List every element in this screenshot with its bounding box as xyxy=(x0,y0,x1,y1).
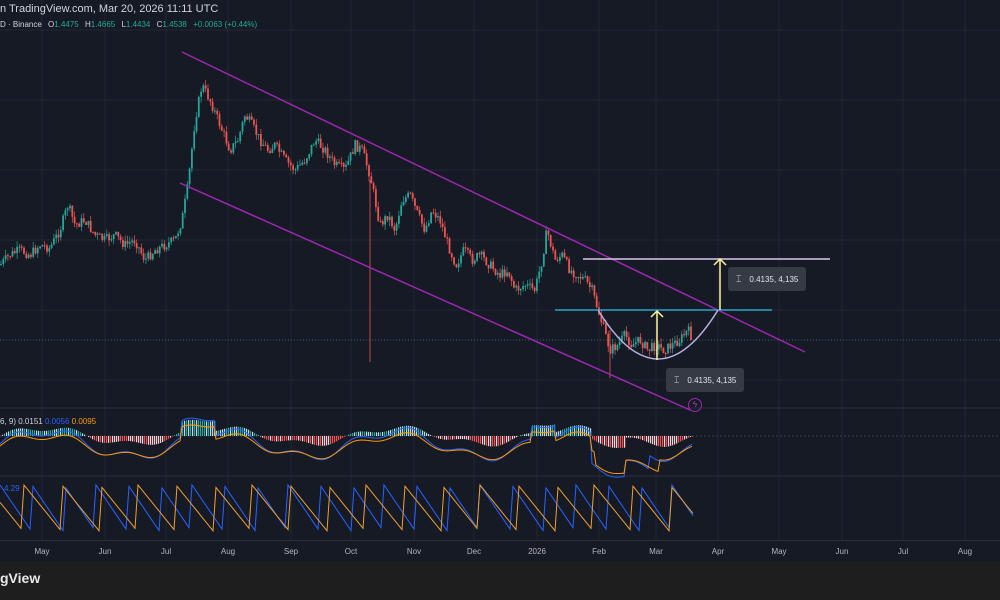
time-axis-label: Nov xyxy=(406,547,422,556)
macd-hist-value: 0.0095 xyxy=(71,417,97,426)
time-axis-label: Jul xyxy=(897,547,909,556)
time-axis-label: Mar xyxy=(649,547,663,556)
price-chart[interactable] xyxy=(0,0,1000,540)
time-axis-label: Jul xyxy=(160,547,172,556)
macd-params: 6, 9) xyxy=(0,417,17,426)
time-axis-label: 2026 xyxy=(528,547,546,556)
time-axis-label: Jun xyxy=(98,547,112,556)
high-value: 1.4665 xyxy=(90,20,116,29)
measure-text: 0.4135, 4,135 xyxy=(687,376,737,385)
measure-text: 0.4135, 4,135 xyxy=(749,275,799,284)
time-axis-label: Apr xyxy=(711,547,725,556)
lightning-icon[interactable]: ϟ xyxy=(688,398,702,412)
time-axis-label: May xyxy=(771,547,787,556)
measure-label-upper[interactable]: ⌶ 0.4135, 4,135 xyxy=(728,267,807,291)
macd-value: 0.0151 xyxy=(18,417,43,426)
stoch-legend: 4.29 xyxy=(4,484,20,493)
measure-icon: ⌶ xyxy=(736,274,742,284)
symbol-exchange: D · Binance xyxy=(0,20,42,29)
time-axis-label: Sep xyxy=(283,547,299,556)
open-value: 1.4475 xyxy=(54,20,79,29)
close-value: 1.4538 xyxy=(162,20,187,29)
open-label: O xyxy=(48,20,55,29)
low-label: L xyxy=(121,20,126,29)
measure-icon: ⌶ xyxy=(674,375,680,385)
footer: gView xyxy=(0,562,1000,600)
macd-legend: 6, 9) 0.0151 0.0056 0.0095 xyxy=(0,417,96,426)
macd-signal-value: 0.0056 xyxy=(44,417,70,426)
time-axis-label: Aug xyxy=(220,547,236,556)
time-axis-label: Jun xyxy=(835,547,849,556)
brand-logo: gView xyxy=(0,570,41,586)
time-axis-label: Dec xyxy=(466,547,482,556)
close-label: C xyxy=(156,20,163,29)
high-label: H xyxy=(84,20,91,29)
time-axis-label: May xyxy=(34,547,50,556)
ohlc-legend: D · Binance O1.4475 H1.4665 L1.4434 C1.4… xyxy=(0,20,257,29)
chart-area[interactable]: n TradingView.com, Mar 20, 2026 11:11 UT… xyxy=(0,0,1000,540)
change-value: +0.0063 (+0.44%) xyxy=(193,20,258,29)
time-axis-label: Aug xyxy=(957,547,973,556)
published-info: n TradingView.com, Mar 20, 2026 11:11 UT… xyxy=(0,3,219,15)
measure-label-lower[interactable]: ⌶ 0.4135, 4,135 xyxy=(666,368,745,392)
time-axis-label: Feb xyxy=(592,547,606,556)
low-value: 1.4434 xyxy=(125,20,151,29)
time-axis[interactable]: May Jun Jul Aug Sep Oct Nov Dec 2026 Feb Mar Apr May… xyxy=(0,540,1000,563)
time-axis-label: Oct xyxy=(344,547,358,556)
